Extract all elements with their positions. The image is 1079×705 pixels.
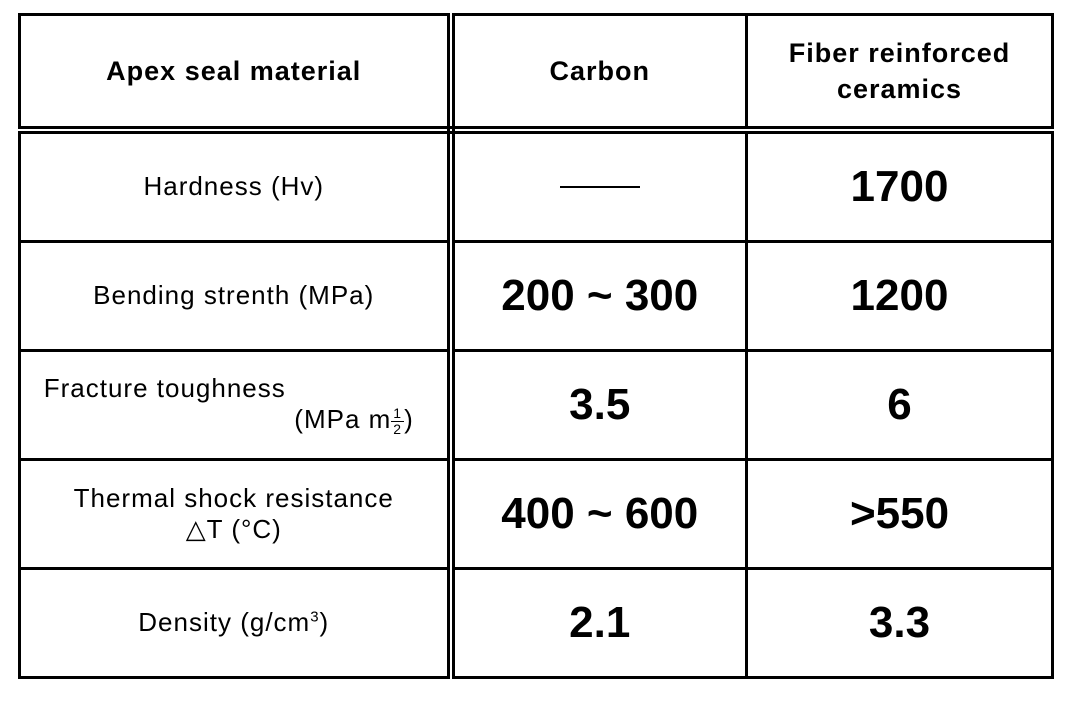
cell-ceramics-thermal: >550 — [745, 458, 1054, 570]
table-row: Thermal shock resistance △T (°C) 400 ~ 6… — [18, 458, 1054, 570]
header-row: Apex seal material Carbon Fiber reinforc… — [18, 13, 1054, 134]
table-row: Fracture toughness (MPa m 1 2) 3.5 6 — [18, 349, 1054, 461]
row-label-thermal: Thermal shock resistance △T (°C) — [18, 458, 455, 570]
header-material: Apex seal material — [18, 13, 455, 134]
row-label-fracture: Fracture toughness (MPa m 1 2) — [18, 349, 455, 461]
thermal-label-line1: Thermal shock resistance — [73, 482, 394, 513]
table-row: Hardness (Hv) 1700 — [18, 128, 1054, 243]
cell-ceramics-hardness: 1700 — [745, 128, 1054, 243]
cell-ceramics-density: 3.3 — [745, 567, 1054, 679]
cell-ceramics-fracture: 6 — [745, 349, 1054, 461]
cell-ceramics-bending: 1200 — [745, 240, 1054, 352]
row-label-density: Density (g/cm3) — [18, 567, 455, 679]
fracture-label-line1: Fracture toughness — [43, 373, 286, 404]
row-label-hardness: Hardness (Hv) — [18, 128, 455, 243]
dash-mark — [559, 185, 640, 188]
fracture-unit: (MPa m 1 2) — [294, 404, 414, 438]
header-ceramics-line1: Fiber reinforced — [788, 37, 1011, 68]
cell-carbon-density: 2.1 — [449, 567, 748, 679]
comparison-table: Apex seal material Carbon Fiber reinforc… — [18, 13, 1054, 679]
header-ceramics: Fiber reinforced ceramics — [745, 13, 1054, 134]
cell-carbon-fracture: 3.5 — [449, 349, 748, 461]
material-table: Apex seal material Carbon Fiber reinforc… — [18, 13, 1054, 679]
row-label-bending: Bending strenth (MPa) — [18, 240, 455, 352]
cell-carbon-thermal: 400 ~ 600 — [449, 458, 748, 570]
cell-carbon-hardness — [449, 128, 748, 243]
table-row: Bending strenth (MPa) 200 ~ 300 1200 — [18, 240, 1054, 352]
cell-carbon-bending: 200 ~ 300 — [449, 240, 748, 352]
table-row: Density (g/cm3) 2.1 3.3 — [18, 567, 1054, 679]
header-carbon: Carbon — [449, 13, 748, 134]
thermal-label-line2: △T (°C) — [185, 514, 282, 544]
header-ceramics-line2: ceramics — [836, 74, 963, 104]
